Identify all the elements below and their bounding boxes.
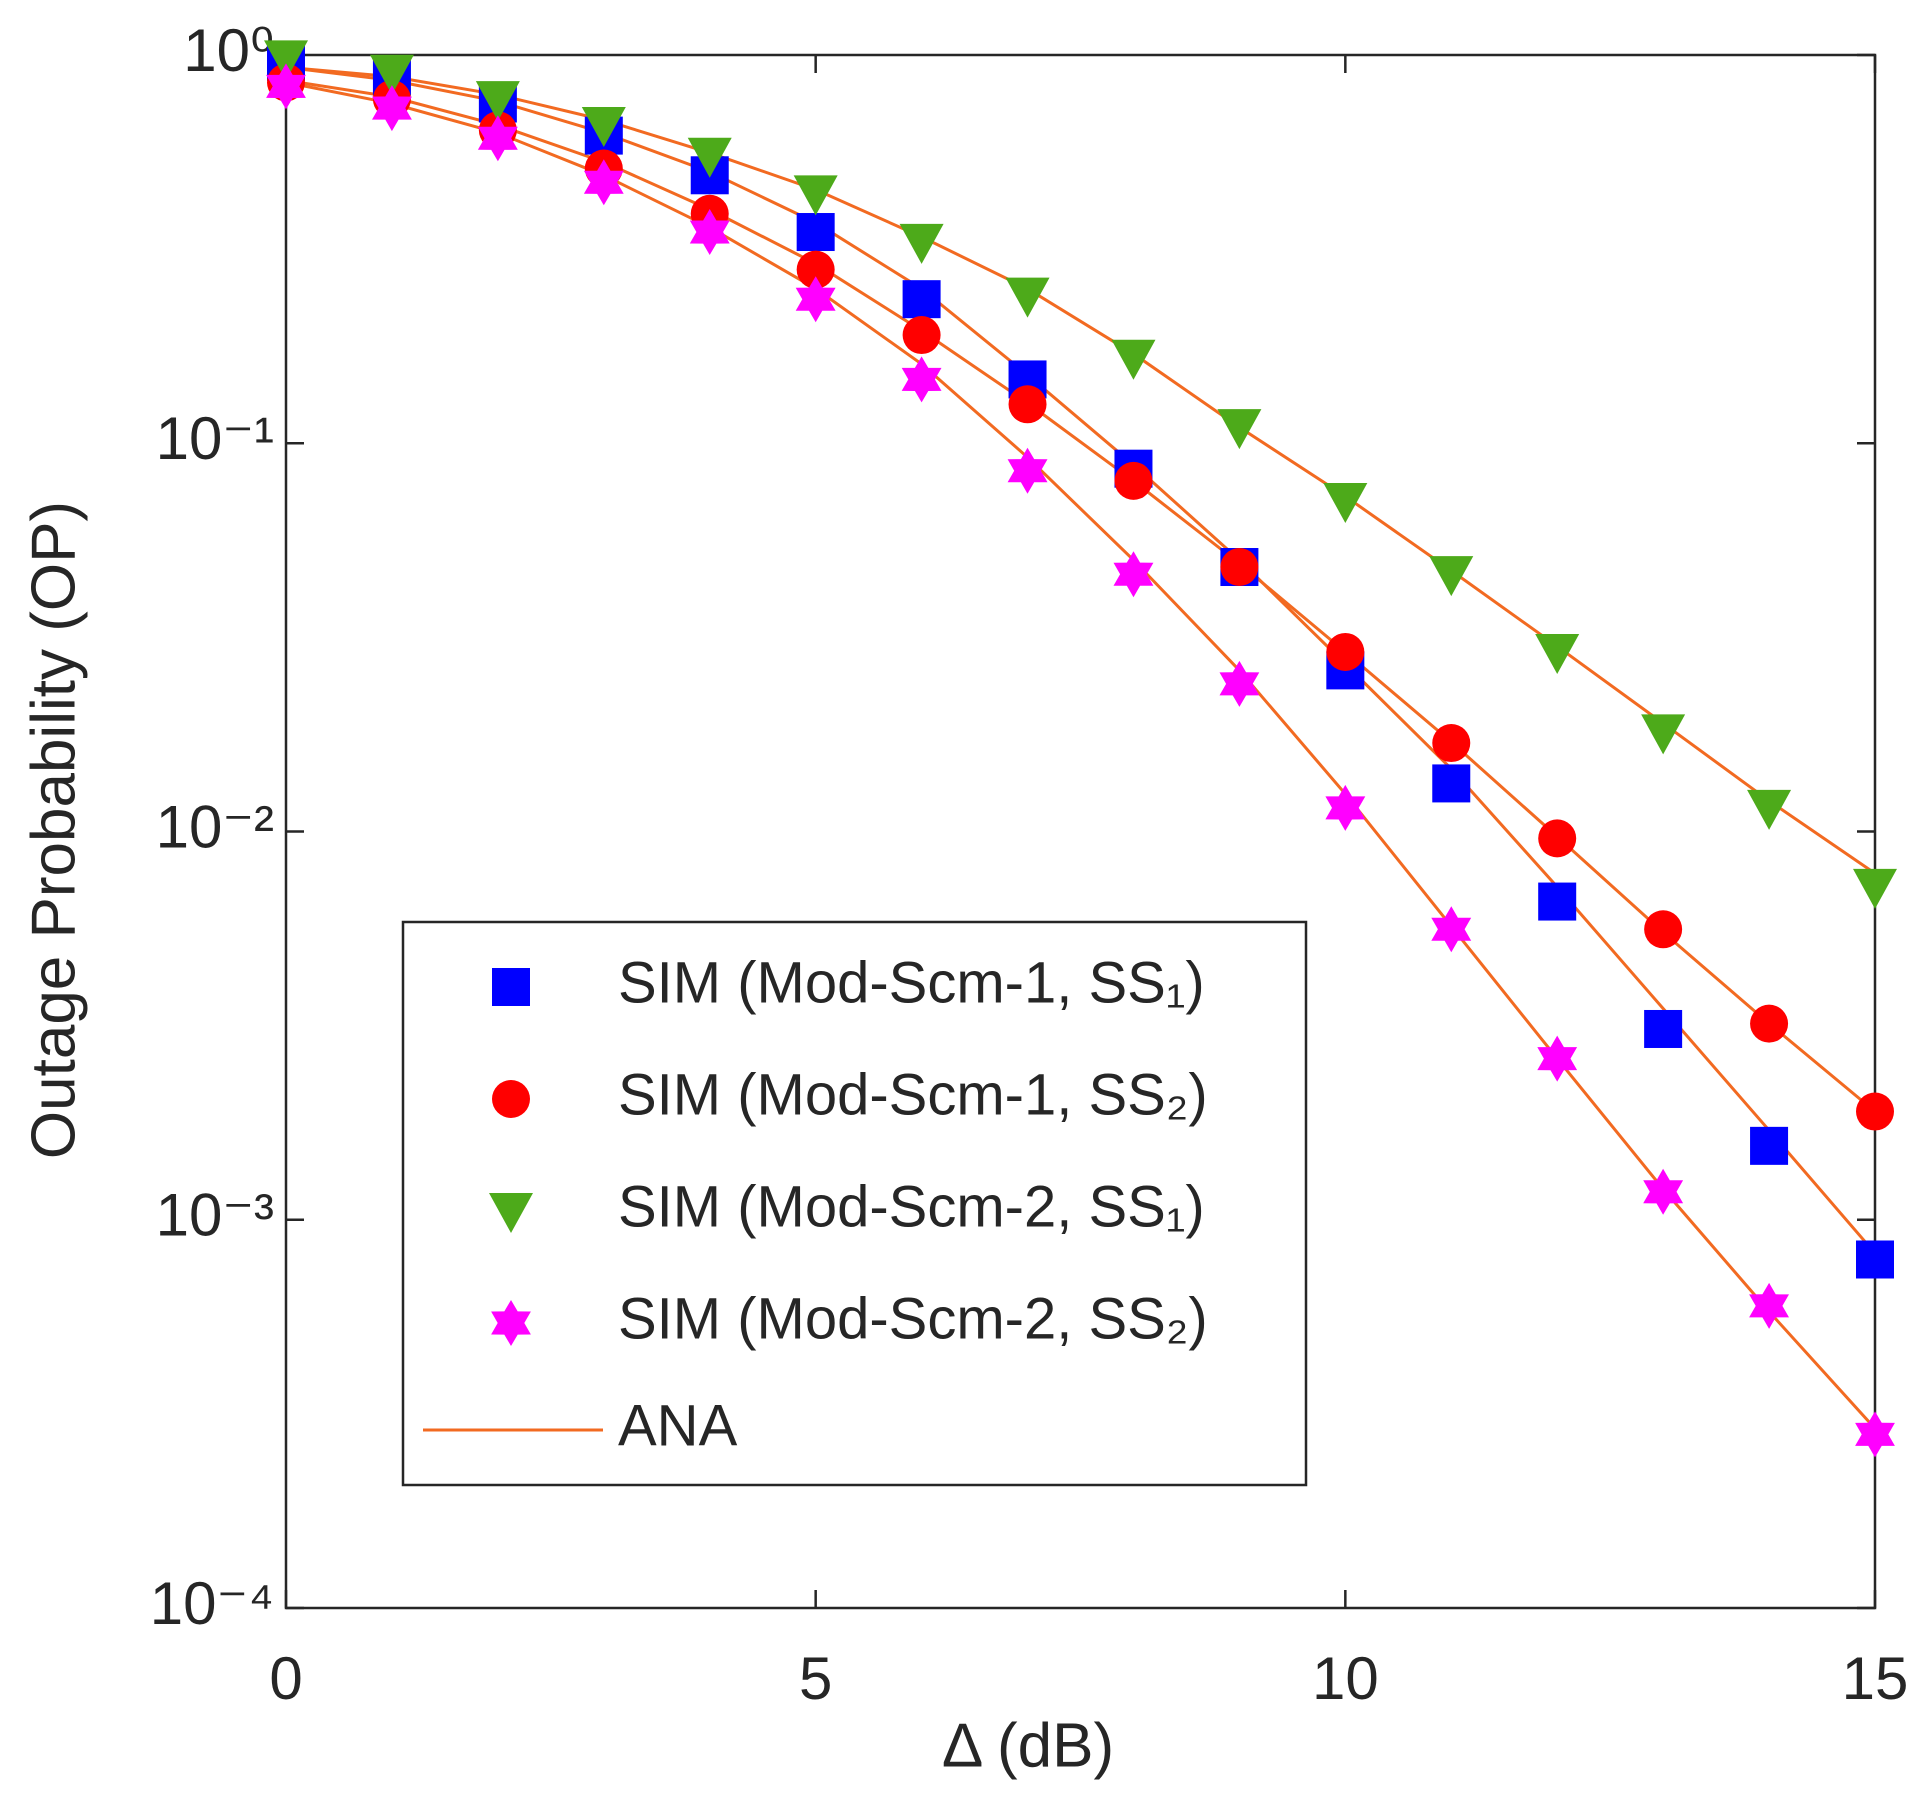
marker-star <box>1643 1168 1684 1215</box>
marker-star <box>491 1300 531 1346</box>
marker-star <box>901 356 942 403</box>
marker-star <box>1537 1035 1578 1082</box>
marker-circle <box>902 316 941 355</box>
legend-box <box>401 920 1308 1487</box>
marker-triangle <box>1111 339 1156 380</box>
marker-triangle <box>1641 714 1686 755</box>
marker-star <box>1431 906 1472 953</box>
marker-square <box>492 968 530 1006</box>
x-tick-label: 10 <box>1312 1645 1379 1712</box>
marker-triangle <box>793 175 838 216</box>
marker-triangle <box>489 1193 533 1233</box>
x-tick-label: 0 <box>269 1645 302 1712</box>
marker-circle <box>1644 910 1683 949</box>
marker-circle <box>1220 548 1259 587</box>
marker-triangle <box>899 223 944 264</box>
y-tick-label: 10⁻³ <box>156 1182 274 1249</box>
marker-circle <box>1538 819 1577 858</box>
y-tick-label: 10⁻⁴ <box>150 1570 274 1637</box>
marker-triangle <box>687 137 732 178</box>
marker-triangle <box>1535 633 1580 674</box>
marker-triangle <box>1005 277 1050 318</box>
x-axis-label: Δ (dB) <box>942 1711 1114 1780</box>
marker-triangle <box>1217 409 1262 450</box>
analysis-line <box>285 78 1876 1113</box>
marker-triangle <box>369 54 414 95</box>
legend-label: SIM (Mod-Scm-1, SS₂) <box>618 1062 1208 1127</box>
marker-circle <box>1326 632 1365 671</box>
marker-triangle <box>1323 482 1368 523</box>
marker-square <box>1856 1240 1894 1279</box>
legend-label: SIM (Mod-Scm-2, SS₂) <box>618 1286 1208 1351</box>
y-tick-label: 10⁻¹ <box>156 405 274 472</box>
legend-label: ANA <box>618 1393 738 1458</box>
legend-label: SIM (Mod-Scm-1, SS₁) <box>618 950 1205 1015</box>
marker-star <box>1855 1411 1895 1458</box>
marker-star <box>795 276 836 323</box>
marker-star <box>689 209 730 255</box>
marker-circle <box>1008 385 1047 424</box>
x-tick-label: 5 <box>799 1645 832 1712</box>
marker-square <box>1538 882 1577 921</box>
y-axis-label: Outage Probability (OP) <box>19 501 88 1159</box>
marker-star <box>1749 1282 1789 1329</box>
marker-circle <box>1856 1092 1894 1131</box>
y-tick-label: 10⁻² <box>156 793 274 860</box>
marker-star <box>1007 447 1048 494</box>
marker-square <box>796 213 835 252</box>
marker-star <box>372 85 412 132</box>
marker-circle <box>1114 461 1153 500</box>
legend: SIM (Mod-Scm-1, SS₁) SIM (Mod-Scm-1, SS₂)… <box>401 920 1308 1487</box>
marker-star <box>477 115 518 162</box>
marker-star <box>1325 784 1366 831</box>
marker-triangle <box>1853 868 1897 909</box>
marker-circle <box>796 250 835 289</box>
marker-star <box>1113 551 1154 598</box>
marker-square <box>1750 1126 1789 1165</box>
y-tick-label: 10⁰ <box>183 17 274 84</box>
marker-triangle <box>1429 556 1474 597</box>
plot-frame <box>284 53 1877 1610</box>
marker-star <box>1219 660 1260 707</box>
marker-triangle <box>581 107 626 148</box>
marker-triangle <box>264 40 308 81</box>
marker-circle <box>1432 724 1471 763</box>
marker-star <box>266 63 306 110</box>
analysis-line <box>285 65 1877 1255</box>
marker-square <box>902 280 941 319</box>
marker-square <box>1644 1009 1683 1048</box>
marker-star <box>583 159 624 206</box>
analysis-line <box>285 80 1877 1430</box>
analysis-line <box>285 65 1876 875</box>
marker-triangle <box>1747 789 1792 830</box>
x-tick-label: 15 <box>1842 1645 1909 1712</box>
legend-label: SIM (Mod-Scm-2, SS₁) <box>618 1174 1205 1239</box>
marker-circle <box>492 1080 530 1118</box>
marker-circle <box>1750 1004 1789 1043</box>
marker-square <box>1432 764 1471 803</box>
marker-triangle <box>475 81 520 122</box>
